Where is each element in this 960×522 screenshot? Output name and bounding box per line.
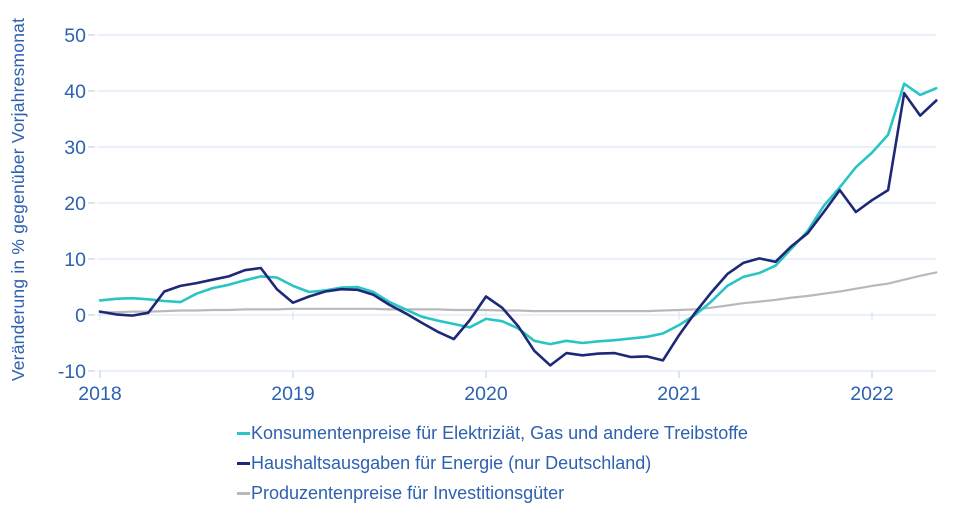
x-tick-label: 2022 [850, 383, 893, 405]
legend-dash-icon [237, 432, 250, 435]
legend-dash-icon [237, 492, 250, 495]
y-tick-label: 40 [64, 81, 86, 103]
legend-label: Haushaltsausgaben für Energie (nur Deuts… [251, 453, 652, 473]
y-tick-label: 20 [64, 193, 86, 215]
x-tick-label: 2019 [271, 383, 314, 405]
x-tick-label: 2021 [657, 383, 700, 405]
legend: Konsumentenpreise für Elektriziät, Gas u… [237, 423, 748, 504]
y-tick-label: 10 [64, 249, 86, 271]
legend-label: Produzentenpreise für Investitionsgüter [251, 483, 565, 503]
legend-item-produzentenpreise: Produzentenpreise für Investitionsgüter [237, 483, 748, 504]
x-tick-label: 2020 [464, 383, 508, 405]
legend-label: Konsumentenpreise für Elektriziät, Gas u… [251, 423, 748, 443]
series-line-1 [98, 91, 938, 367]
y-tick-label: 0 [75, 305, 86, 327]
legend-item-konsumentenpreise: Konsumentenpreise für Elektriziät, Gas u… [237, 423, 748, 444]
legend-dash-icon [237, 462, 250, 465]
x-tick-label: 2018 [78, 383, 121, 405]
legend-item-haushaltsausgaben: Haushaltsausgaben für Energie (nur Deuts… [237, 453, 748, 474]
series-line-0 [98, 82, 938, 346]
series-line-2 [98, 271, 938, 314]
y-tick-label: 30 [64, 137, 86, 159]
y-tick-label: -10 [58, 361, 86, 383]
y-tick-label: 50 [64, 25, 86, 47]
